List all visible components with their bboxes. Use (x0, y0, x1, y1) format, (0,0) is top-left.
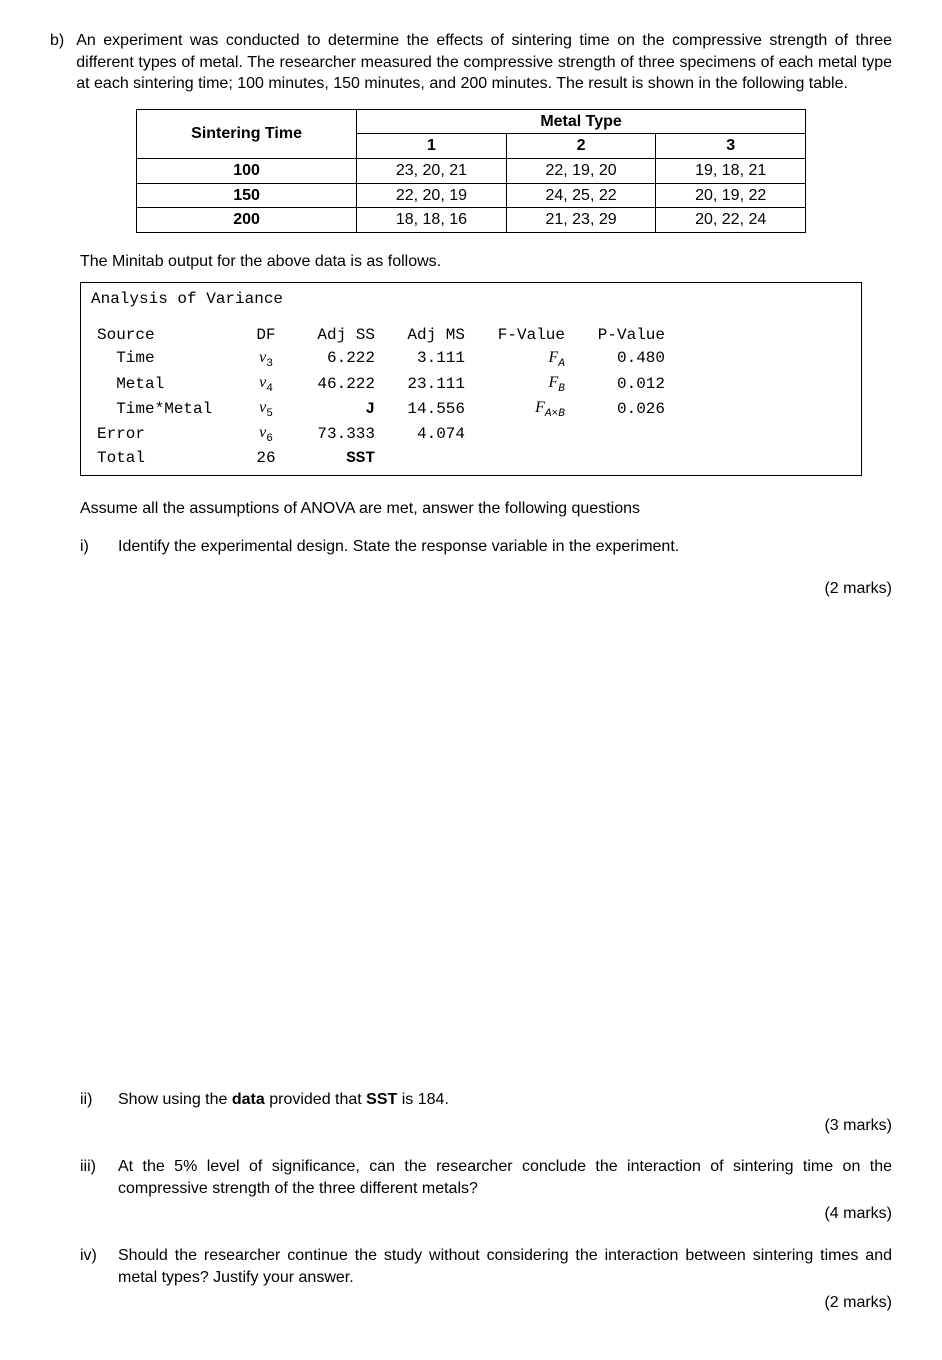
sub-text: At the 5% level of significance, can the… (118, 1156, 892, 1199)
marks-ii: (3 marks) (50, 1115, 892, 1137)
sub-label: iii) (80, 1156, 104, 1199)
cell: 22, 19, 20 (506, 158, 656, 183)
adjss: J (291, 397, 381, 422)
sub-label: ii) (80, 1089, 104, 1111)
row-label: 200 (137, 208, 357, 233)
sub-label: i) (80, 536, 104, 558)
anova-row-metal: Metal v4 46.222 23.111 FB 0.012 (91, 372, 851, 397)
marks-iii: (4 marks) (50, 1203, 892, 1225)
hdr-df: DF (241, 325, 291, 347)
col-header-2: 2 (506, 134, 656, 159)
answer-space-i (50, 609, 892, 1089)
cell: 22, 20, 19 (357, 183, 507, 208)
question-b: b) An experiment was conducted to determ… (50, 30, 892, 95)
sub-label: iv) (80, 1245, 104, 1288)
df: 26 (241, 448, 291, 470)
row-label: 100 (137, 158, 357, 183)
anova-row-time: Time v3 6.222 3.111 FA 0.480 (91, 347, 851, 372)
subquestion-ii: ii) Show using the data provided that SS… (80, 1089, 892, 1111)
hdr-adjss: Adj SS (291, 325, 381, 347)
marks-iv: (2 marks) (50, 1292, 892, 1314)
cell: 20, 19, 22 (656, 183, 806, 208)
src: Error (91, 422, 241, 447)
cell: 19, 18, 21 (656, 158, 806, 183)
adjss: 46.222 (291, 372, 381, 397)
subquestion-iii: iii) At the 5% level of significance, ca… (80, 1156, 892, 1199)
cell: 23, 20, 21 (357, 158, 507, 183)
adjms: 23.111 (381, 372, 471, 397)
anova-row-error: Error v6 73.333 4.074 (91, 422, 851, 447)
src: Metal (91, 372, 241, 397)
hdr-pvalue: P-Value (571, 325, 671, 347)
row-header: Sintering Time (137, 109, 357, 158)
fvalue: FA×B (471, 397, 571, 422)
subquestion-i: i) Identify the experimental design. Sta… (80, 536, 892, 558)
col-group-header: Metal Type (357, 109, 806, 134)
fvalue: FB (471, 372, 571, 397)
question-label: b) (50, 30, 64, 95)
assumption-text: Assume all the assumptions of ANOVA are … (80, 498, 892, 520)
sub-text: Identify the experimental design. State … (118, 536, 892, 558)
df: v6 (241, 422, 291, 447)
table-row: 100 23, 20, 21 22, 19, 20 19, 18, 21 (137, 158, 806, 183)
anova-title: Analysis of Variance (91, 289, 851, 311)
pvalue: 0.012 (571, 372, 671, 397)
hdr-source: Source (91, 325, 241, 347)
pvalue: 0.480 (571, 347, 671, 372)
anova-output: Analysis of Variance Source DF Adj SS Ad… (80, 282, 862, 476)
cell: 24, 25, 22 (506, 183, 656, 208)
col-header-3: 3 (656, 134, 806, 159)
minitab-intro: The Minitab output for the above data is… (80, 251, 892, 273)
hdr-fvalue: F-Value (471, 325, 571, 347)
subquestion-iv: iv) Should the researcher continue the s… (80, 1245, 892, 1288)
src: Total (91, 448, 241, 470)
df: v5 (241, 397, 291, 422)
sub-text: Show using the data provided that SST is… (118, 1089, 892, 1111)
marks-i: (2 marks) (50, 578, 892, 600)
cell: 18, 18, 16 (357, 208, 507, 233)
pvalue: 0.026 (571, 397, 671, 422)
adjss: 73.333 (291, 422, 381, 447)
cell: 21, 23, 29 (506, 208, 656, 233)
df: v4 (241, 372, 291, 397)
anova-row-total: Total 26 SST (91, 448, 851, 470)
cell: 20, 22, 24 (656, 208, 806, 233)
hdr-adjms: Adj MS (381, 325, 471, 347)
question-text: An experiment was conducted to determine… (76, 30, 892, 95)
col-header-1: 1 (357, 134, 507, 159)
anova-header-row: Source DF Adj SS Adj MS F-Value P-Value (91, 325, 851, 347)
anova-table: Source DF Adj SS Adj MS F-Value P-Value … (91, 325, 851, 469)
anova-row-interaction: Time*Metal v5 J 14.556 FA×B 0.026 (91, 397, 851, 422)
adjms: 4.074 (381, 422, 471, 447)
table-row: 150 22, 20, 19 24, 25, 22 20, 19, 22 (137, 183, 806, 208)
adjss: SST (291, 448, 381, 470)
src: Time (91, 347, 241, 372)
adjss: 6.222 (291, 347, 381, 372)
table-row: 200 18, 18, 16 21, 23, 29 20, 22, 24 (137, 208, 806, 233)
adjms: 14.556 (381, 397, 471, 422)
fvalue: FA (471, 347, 571, 372)
row-label: 150 (137, 183, 357, 208)
df: v3 (241, 347, 291, 372)
data-table: Sintering Time Metal Type 1 2 3 100 23, … (136, 109, 806, 233)
adjms: 3.111 (381, 347, 471, 372)
src: Time*Metal (91, 397, 241, 422)
sub-text: Should the researcher continue the study… (118, 1245, 892, 1288)
